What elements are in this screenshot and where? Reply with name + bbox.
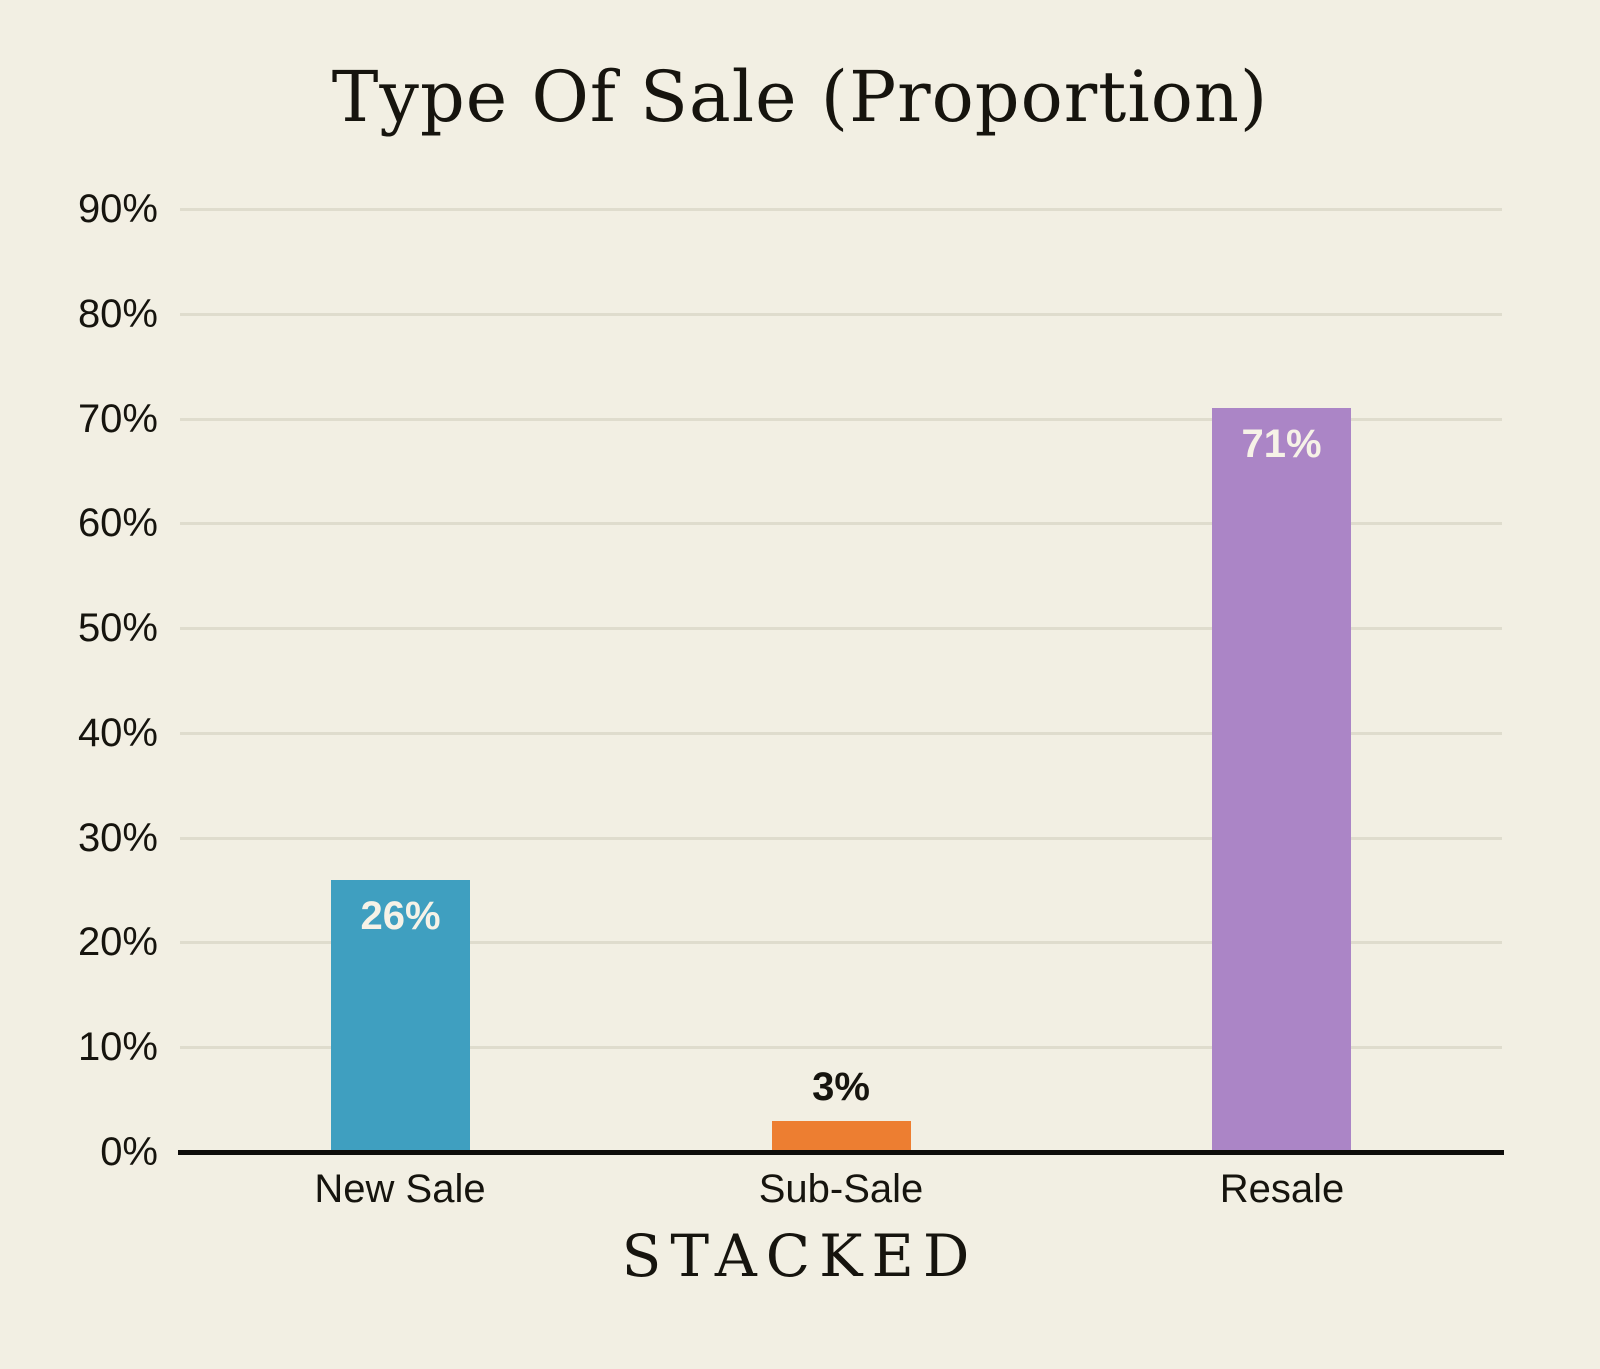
gridline-50 — [180, 627, 1502, 631]
y-tick-label-50: 50% — [77, 606, 158, 651]
brand-logo: STACKED — [621, 1222, 979, 1290]
y-tick-label-70: 70% — [77, 396, 158, 441]
y-tick-label-0: 0% — [100, 1130, 158, 1174]
gridline-20 — [180, 941, 1502, 945]
gridline-90 — [180, 208, 1502, 211]
y-tick-label-40: 40% — [77, 710, 158, 755]
gridline-60 — [180, 522, 1502, 526]
x-axis-label-sub-sale: Sub-Sale — [758, 1167, 924, 1211]
y-tick-label-80: 80% — [77, 291, 158, 336]
bar-resale: 71% — [1212, 408, 1351, 1150]
y-tick-label-90: 90% — [77, 187, 158, 231]
bar-value-label: 26% — [360, 894, 441, 938]
chart-title: Type Of Sale (Proportion) — [331, 56, 1269, 138]
gridline-40 — [180, 731, 1502, 735]
bar-sub-sale — [772, 1121, 911, 1150]
y-tick-label-30: 30% — [77, 815, 158, 860]
y-tick-label-60: 60% — [77, 501, 158, 546]
gridline-10 — [180, 1046, 1502, 1050]
gridline-80 — [180, 312, 1502, 316]
bar-value-label: 3% — [812, 1065, 870, 1109]
x-axis-label-resale: Resale — [1219, 1167, 1345, 1211]
x-axis-label-new-sale: New Sale — [314, 1167, 486, 1211]
bar-value-label: 71% — [1241, 422, 1322, 466]
gridline-70 — [180, 417, 1502, 421]
gridline-30 — [180, 836, 1502, 840]
y-tick-label-10: 10% — [77, 1025, 158, 1070]
y-tick-label-20: 20% — [77, 920, 158, 965]
bar-new-sale: 26% — [331, 880, 470, 1150]
x-axis-line — [178, 1150, 1504, 1155]
